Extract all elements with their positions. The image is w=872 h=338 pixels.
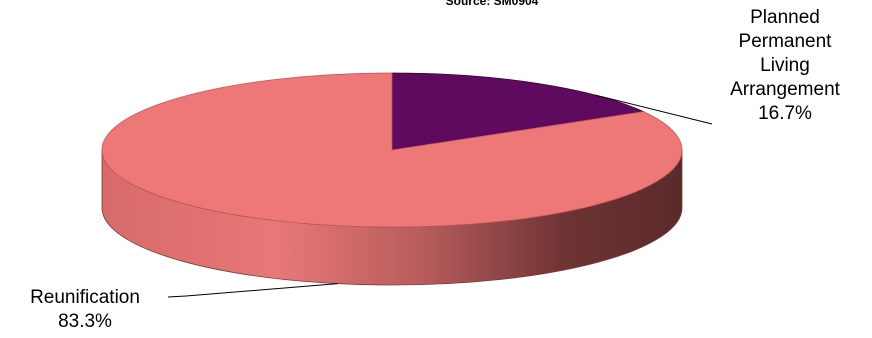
slice-label-ppla-line-3: Living (760, 55, 810, 76)
slice-label-ppla: Planned Permanent Living Arrangement 16.… (700, 6, 870, 126)
slice-label-reunification-line-1: Reunification (30, 287, 140, 308)
chart-source-note: Source: SM0904 (445, 0, 539, 8)
slice-label-reunification: Reunification 83.3% (0, 286, 170, 334)
leader-line-reunification (167, 283, 338, 298)
pie-slice-reunification (101, 72, 683, 228)
slice-label-ppla-line-2: Permanent (738, 31, 832, 52)
pie-slice-ppla (391, 72, 645, 151)
slice-value-ppla: 16.7% (758, 103, 812, 124)
leader-line-ppla (594, 94, 713, 125)
slice-value-reunification: 83.3% (58, 311, 112, 332)
slice-label-ppla-line-1: Planned (750, 7, 820, 28)
slice-label-ppla-line-4: Arrangement (730, 79, 840, 100)
